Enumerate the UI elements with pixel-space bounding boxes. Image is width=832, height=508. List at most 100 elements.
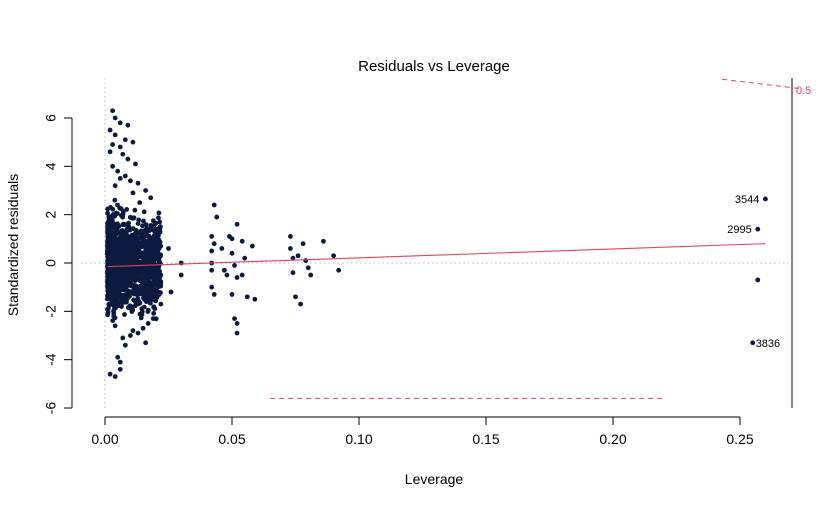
data-point [120, 279, 125, 285]
data-point [105, 312, 110, 318]
data-point [244, 294, 250, 300]
data-point [288, 246, 293, 251]
data-point [114, 300, 120, 306]
data-point [145, 321, 151, 326]
data-point [145, 271, 151, 277]
data-point [152, 255, 157, 261]
cooks-distance-upper [722, 78, 804, 90]
data-point [120, 222, 126, 228]
data-point [122, 173, 128, 179]
data-point [211, 292, 217, 297]
data-point [211, 202, 217, 208]
data-point [132, 277, 138, 283]
y-tick-label: 4 [43, 162, 59, 170]
data-point [157, 219, 163, 225]
data-point [211, 241, 217, 247]
data-point [114, 211, 120, 216]
data-point [111, 258, 117, 263]
data-point [155, 250, 161, 256]
data-point [122, 342, 128, 348]
labeled-data-point [763, 196, 768, 202]
data-point [120, 214, 125, 220]
data-point [105, 276, 111, 282]
data-point [144, 225, 150, 231]
point-labels: 3544 2995 3836 [727, 194, 780, 350]
data-point [300, 241, 306, 247]
data-point [107, 259, 113, 265]
data-point [105, 266, 111, 271]
data-point [130, 190, 136, 196]
data-point [148, 223, 154, 228]
data-point [111, 285, 117, 290]
data-point [126, 288, 132, 294]
data-point [133, 233, 139, 239]
cooks-distance-label: 0.5 [796, 85, 811, 97]
data-point [232, 316, 237, 321]
x-tick-label: 0.25 [726, 431, 753, 447]
data-point [127, 178, 133, 184]
data-point [135, 180, 141, 186]
data-point [136, 217, 142, 223]
data-point [124, 270, 130, 275]
data-point [209, 284, 215, 290]
data-point [140, 271, 146, 277]
data-point [143, 188, 149, 193]
data-point [150, 260, 156, 266]
data-point [336, 267, 342, 273]
data-point [755, 277, 761, 283]
data-point [110, 241, 116, 246]
data-point [110, 163, 116, 169]
data-point [129, 244, 135, 250]
data-point [117, 366, 123, 372]
data-point [157, 224, 163, 230]
data-point [117, 120, 123, 126]
data-point [153, 298, 159, 304]
data-point [232, 263, 237, 268]
data-point [143, 222, 149, 228]
data-point [120, 229, 126, 235]
point-label: 3836 [756, 338, 780, 350]
data-point [156, 292, 162, 298]
data-point [140, 223, 145, 229]
data-point [127, 303, 133, 309]
data-point [107, 371, 113, 377]
data-point [138, 291, 144, 296]
data-point [150, 265, 156, 271]
data-point [151, 304, 157, 310]
x-tick-label: 0.20 [599, 431, 626, 447]
data-point [178, 260, 184, 266]
data-point [152, 221, 158, 227]
data-point [120, 248, 125, 254]
labeled-data-point [750, 340, 756, 346]
data-point [140, 229, 146, 235]
data-point [121, 242, 127, 248]
data-point [131, 215, 137, 221]
data-point [108, 205, 113, 210]
data-point [122, 312, 127, 317]
x-tick-label: 0.05 [218, 431, 245, 447]
data-point [152, 237, 157, 243]
data-point [127, 252, 133, 258]
data-point [229, 236, 235, 242]
data-point [110, 108, 116, 114]
data-point [138, 244, 144, 250]
data-point [130, 139, 136, 145]
data-point [149, 295, 155, 301]
data-point [125, 122, 131, 128]
data-point [112, 323, 118, 329]
y-tick-label: 0 [43, 259, 59, 267]
x-tick-label: 0.15 [472, 431, 499, 447]
reference-lines [81, 78, 790, 408]
data-point [105, 242, 111, 248]
data-point [140, 325, 146, 331]
data-point [221, 267, 227, 273]
data-point [142, 252, 148, 258]
data-point [122, 137, 128, 143]
data-point [135, 330, 141, 336]
data-point [239, 238, 245, 244]
data-point [147, 239, 153, 245]
data-point [109, 226, 115, 231]
data-point [122, 287, 127, 293]
data-point [116, 292, 122, 297]
